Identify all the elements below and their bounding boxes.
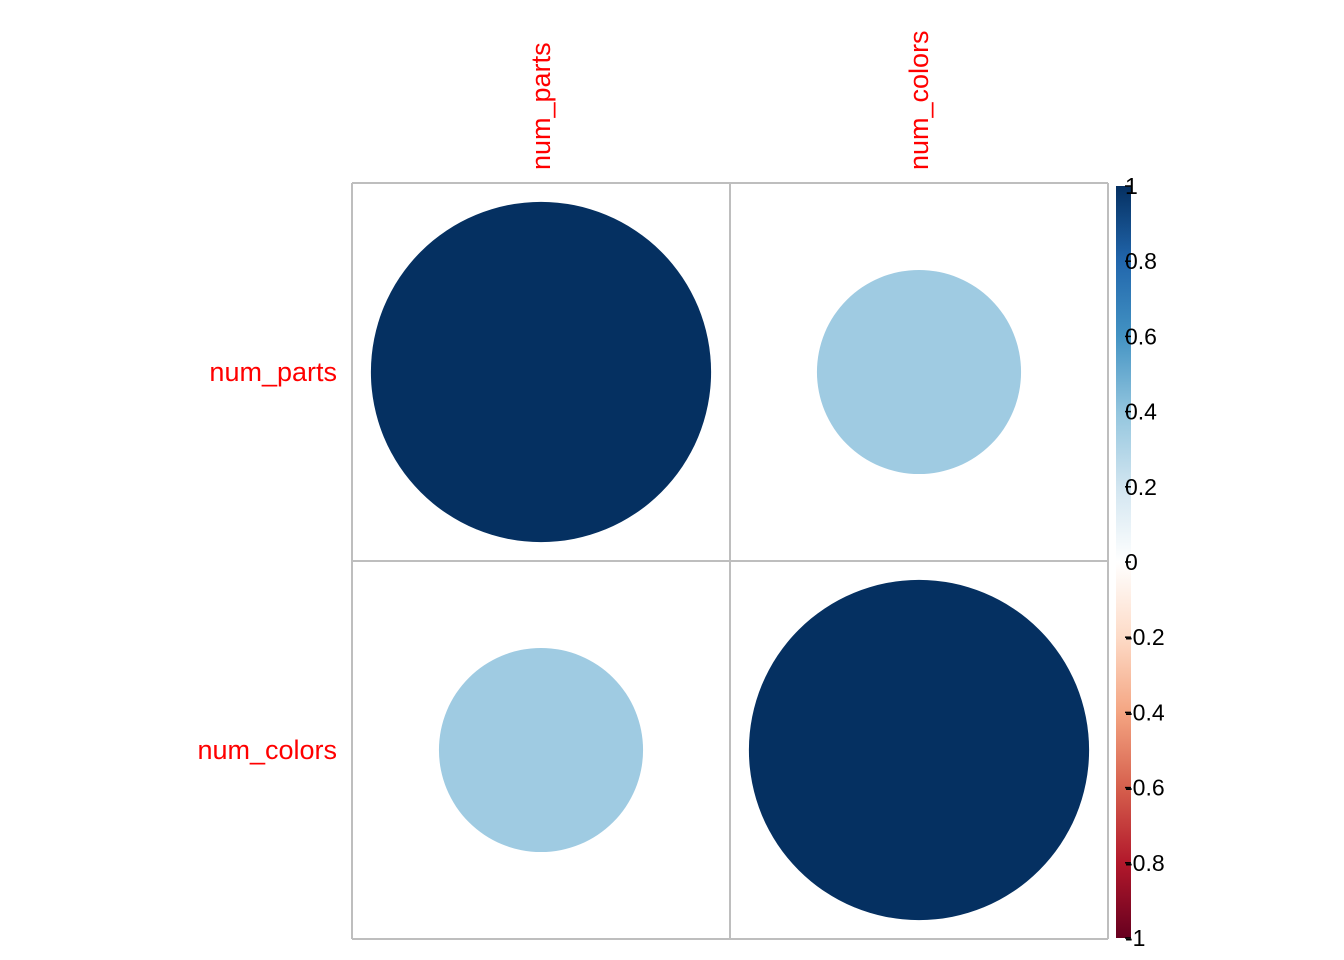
column-labels: num_parts num_colors (526, 30, 934, 170)
row-label-num_parts: num_parts (209, 357, 337, 387)
color-legend-tick-label: -1 (1125, 925, 1145, 951)
color-legend-tick-label: -0.4 (1125, 699, 1165, 725)
correlation-circle-num_colors-num_parts (438, 647, 644, 853)
color-legend-tick-label: 0 (1125, 549, 1138, 575)
row-label-num_colors: num_colors (197, 735, 337, 765)
color-legend-tick-label: -0.6 (1125, 775, 1165, 801)
color-legend-tick-label: 0.8 (1125, 248, 1157, 274)
color-legend-tick-label: 1 (1125, 173, 1138, 199)
color-legend-tick-label: 0.6 (1125, 323, 1157, 349)
correlation-circle-num_parts-num_parts (370, 201, 712, 543)
color-legend-bar (1116, 186, 1131, 938)
correlation-cells (370, 201, 1090, 921)
row-labels: num_parts num_colors (197, 357, 337, 765)
column-label-num_colors: num_colors (904, 30, 934, 170)
correlation-circle-num_colors-num_colors (748, 579, 1090, 921)
grid-lines (351, 182, 1109, 940)
color-legend-tick-label: 0.2 (1125, 474, 1157, 500)
color-legend: -1 -0.8 -0.6 -0.4 -0.2 0 0.2 0.4 0.6 0.8 1 (1116, 173, 1165, 951)
color-legend-tick-label: -0.8 (1125, 850, 1165, 876)
color-legend-tick-label: -0.2 (1125, 624, 1165, 650)
column-label-num_parts: num_parts (526, 42, 556, 170)
color-legend-tick-label: 0.4 (1125, 399, 1157, 425)
correlation-circle-num_parts-num_colors (816, 269, 1022, 475)
